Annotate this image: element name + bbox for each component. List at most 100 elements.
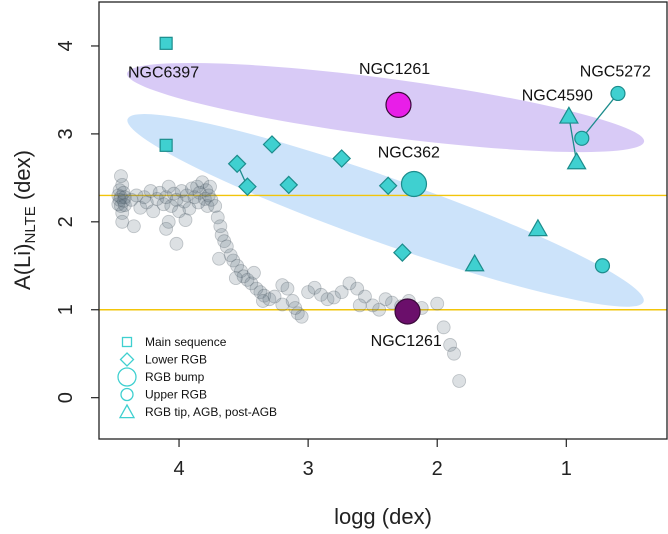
legend-marker-2: [117, 367, 137, 387]
background-star-65: [253, 285, 268, 300]
background-star-16: [133, 200, 148, 215]
background-star-3: [112, 192, 127, 207]
background-star-2: [112, 183, 127, 198]
point-square-1: [159, 138, 173, 152]
background-star-74: [301, 285, 316, 300]
background-star-60: [234, 264, 248, 278]
annotation-3: NGC4590: [522, 87, 593, 104]
background-star-79: [334, 285, 349, 300]
background-star-44: [203, 179, 217, 194]
background-star-101: [275, 297, 290, 312]
background-star-9: [116, 185, 131, 200]
background-stars-layer: [111, 169, 467, 388]
point-square-0: [159, 36, 173, 50]
background-star-35: [187, 190, 202, 205]
x-tick-label-2: 2: [432, 458, 443, 480]
background-star-80: [342, 276, 357, 291]
background-star-4: [114, 190, 128, 205]
annotation-0: NGC6397: [128, 65, 199, 82]
point-circle-large-0: [400, 170, 428, 198]
background-star-73: [294, 309, 309, 324]
background-star-47: [178, 213, 193, 227]
background-star-69: [275, 278, 290, 293]
background-star-54: [214, 228, 229, 242]
x-tick-label-3: 3: [303, 458, 314, 480]
background-star-72: [290, 306, 305, 321]
blue-band: [127, 114, 644, 307]
background-star-93: [452, 374, 467, 388]
x-tick-label-4: 4: [173, 458, 184, 480]
background-star-36: [190, 179, 205, 194]
purple-band: [127, 62, 645, 153]
x-tick-label-1: 1: [561, 458, 572, 480]
axes-layer: 4 3 2 1 0 1 2 3 4: [55, 40, 572, 480]
legend-marker-1: [119, 352, 135, 367]
point-circle-0: [574, 130, 590, 146]
background-star-15: [129, 188, 144, 203]
legend-label-3: Upper RGB: [145, 388, 207, 402]
point-diamond-0: [227, 154, 247, 174]
background-star-39: [195, 175, 210, 190]
highlight-point-0: [385, 91, 412, 118]
annotation-2: NGC5272: [580, 64, 651, 81]
bands-layer: [127, 62, 645, 307]
background-star-97: [430, 296, 445, 311]
background-star-53: [213, 219, 228, 234]
background-star-19: [143, 184, 158, 198]
legend-marker-4: [118, 403, 136, 419]
point-diamond-6: [393, 243, 412, 262]
background-star-49: [126, 219, 141, 234]
point-triangle-1: [566, 151, 587, 170]
highlights-layer: [385, 91, 421, 325]
series-layer: [159, 36, 626, 274]
y-tick-label-0: 0: [55, 392, 77, 403]
background-star-56: [219, 239, 234, 254]
background-star-34: [185, 181, 199, 196]
background-star-57: [223, 248, 238, 263]
reference-lines-layer: [99, 194, 667, 311]
background-star-96: [288, 301, 303, 315]
background-star-50: [159, 221, 174, 236]
background-star-59: [230, 258, 245, 273]
highlight-point-1: [394, 298, 421, 325]
point-circle-1: [610, 85, 626, 102]
background-star-12: [117, 190, 132, 205]
background-star-6: [115, 177, 130, 192]
background-star-1: [111, 197, 126, 212]
background-star-31: [177, 194, 192, 209]
background-star-26: [164, 199, 179, 213]
legend-label-0: Main sequence: [145, 335, 227, 349]
background-star-28: [169, 192, 184, 207]
legend-marker-3: [120, 387, 134, 402]
background-star-8: [116, 193, 131, 208]
y-tick-label-1: 1: [55, 304, 77, 315]
background-star-100: [256, 294, 270, 308]
background-star-81: [350, 281, 365, 296]
background-star-17: [137, 190, 152, 205]
point-diamond-1: [238, 177, 257, 196]
background-star-43: [201, 188, 216, 203]
background-star-90: [436, 320, 451, 335]
background-star-23: [156, 197, 171, 212]
background-star-55: [217, 234, 232, 249]
background-star-66: [257, 288, 272, 303]
background-star-21: [150, 192, 164, 206]
background-star-42: [200, 199, 215, 213]
background-star-95: [228, 271, 243, 285]
annotation-4: NGC362: [378, 145, 440, 162]
annotation-1: NGC1261: [359, 61, 430, 78]
background-star-94: [212, 251, 226, 266]
background-star-67: [262, 292, 277, 307]
background-star-24: [159, 190, 174, 205]
y-tick-label-4: 4: [55, 40, 77, 51]
background-star-78: [327, 290, 341, 305]
background-star-68: [267, 289, 282, 304]
background-star-62: [240, 272, 255, 287]
background-star-11: [115, 214, 130, 229]
background-star-41: [199, 183, 214, 198]
background-star-20: [146, 204, 161, 219]
background-star-48: [169, 236, 184, 251]
point-circle-2: [594, 258, 611, 274]
legend-marker-0: [121, 336, 133, 348]
